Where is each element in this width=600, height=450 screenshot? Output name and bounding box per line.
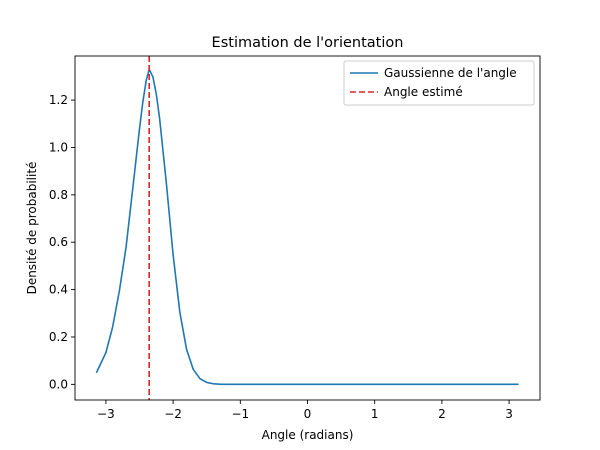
x-tick-label: −1: [231, 407, 249, 421]
chart-title: Estimation de l'orientation: [212, 35, 404, 51]
y-tick-label: 0.8: [49, 188, 68, 202]
x-tick-label: 1: [371, 407, 379, 421]
y-tick-label: 0.4: [49, 283, 68, 297]
y-tick-label: 0.6: [49, 235, 68, 249]
y-tick-label: 1.2: [49, 93, 68, 107]
legend-label-gaussian: Gaussienne de l'angle: [384, 66, 517, 80]
x-tick-label: 2: [438, 407, 446, 421]
gaussian-curve: [95, 68, 519, 386]
legend-box: [343, 60, 535, 106]
x-tick-label: 3: [505, 407, 513, 421]
legend: Gaussienne de l'angle Angle estimé: [343, 60, 535, 106]
legend-label-estimated-angle: Angle estimé: [384, 85, 463, 99]
plot-area: [95, 56, 519, 400]
axes: −3 −2 −1 0 1 2 3 0.0 0.2 0.4 0.6 0.8 1.0 1.2: [49, 55, 541, 421]
y-tick-label: 1.0: [49, 140, 68, 154]
x-tick-label: −3: [97, 407, 115, 421]
y-axis-label: Densité de probabilité: [25, 162, 39, 295]
x-tick-label: 0: [304, 407, 312, 421]
y-tick-label: 0.0: [49, 377, 68, 391]
x-tick-label: −2: [164, 407, 182, 421]
y-tick-label: 0.2: [49, 330, 68, 344]
x-axis-label: Angle (radians): [262, 428, 354, 442]
